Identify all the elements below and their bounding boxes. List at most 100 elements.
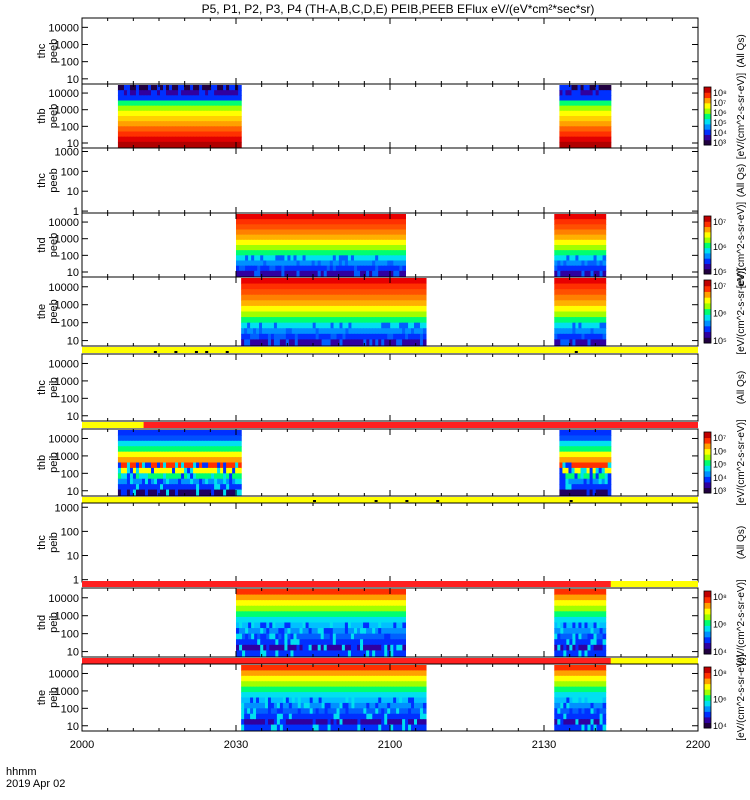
- heatmap-cell: [419, 675, 424, 682]
- heatmap-cell: [592, 478, 597, 485]
- colorbar-swatch: [704, 92, 711, 99]
- heatmap-cell: [257, 594, 261, 601]
- heatmap-cell: [160, 90, 164, 96]
- heatmap-cell: [193, 136, 197, 143]
- heatmap-cell: [226, 462, 230, 469]
- heatmap-cell: [353, 255, 358, 262]
- heatmap-cell: [560, 250, 564, 256]
- heatmap-cell: [393, 294, 397, 301]
- heatmap-cell: [574, 121, 579, 127]
- heatmap-cell: [323, 628, 328, 635]
- heatmap-cell: [351, 289, 355, 296]
- heatmap-cell: [166, 462, 170, 469]
- heatmap-cell: [314, 265, 319, 272]
- heatmap-cell: [141, 457, 146, 464]
- heatmap-cell: [297, 322, 302, 329]
- heatmap-cell: [220, 121, 224, 127]
- heatmap-cell: [196, 110, 200, 117]
- heatmap-cell: [273, 289, 278, 296]
- heatmap-cell: [378, 600, 382, 607]
- heatmap-cell: [399, 214, 403, 220]
- heatmap-cell: [378, 622, 382, 629]
- y-label-probe: thb: [36, 455, 48, 470]
- heatmap-cell: [347, 270, 352, 277]
- heatmap-cell: [308, 600, 313, 607]
- heatmap-cell: [314, 214, 319, 220]
- heatmap-cell: [208, 141, 212, 148]
- heatmap-cell: [287, 229, 292, 236]
- heatmap-cell: [563, 250, 567, 256]
- heatmap-cell: [562, 473, 567, 480]
- heatmap-cell: [263, 214, 267, 220]
- heatmap-cell: [569, 639, 573, 646]
- heatmap-cell: [311, 644, 316, 652]
- heatmap-cell: [302, 594, 307, 601]
- heatmap-cell: [232, 462, 236, 469]
- heatmap-cell: [282, 289, 287, 296]
- heatmap-cell: [360, 260, 364, 267]
- heatmap-cell: [566, 265, 570, 272]
- heatmap-cell: [123, 435, 128, 442]
- heatmap-cell: [384, 283, 388, 290]
- heatmap-cell: [350, 224, 355, 231]
- heatmap-cell: [381, 214, 385, 220]
- heatmap-cell: [120, 121, 125, 127]
- heatmap-cell: [238, 116, 242, 122]
- heatmap-cell: [569, 611, 573, 618]
- heatmap-cell: [320, 224, 325, 231]
- heatmap-cell: [375, 670, 379, 677]
- y-label-species: peeb: [48, 39, 60, 63]
- heatmap-cell: [309, 665, 314, 672]
- heatmap-cell: [181, 473, 185, 480]
- heatmap-cell: [572, 594, 577, 601]
- heatmap-cell: [291, 283, 296, 290]
- heatmap-cell: [592, 141, 597, 148]
- heatmap-cell: [266, 260, 270, 267]
- heatmap-cell: [172, 435, 176, 442]
- heatmap-cell: [297, 300, 302, 307]
- heatmap-cell: [297, 294, 302, 301]
- heatmap-cell: [363, 622, 367, 629]
- heatmap-cell: [239, 616, 243, 624]
- heatmap-cell: [202, 451, 206, 458]
- heatmap-cell: [326, 616, 331, 624]
- heatmap-cell: [190, 136, 194, 143]
- heatmap-cell: [235, 141, 239, 148]
- heatmap-cell: [181, 116, 185, 122]
- heatmap-cell: [399, 611, 403, 618]
- heatmap-cell: [144, 430, 149, 437]
- heatmap-cell: [598, 131, 603, 138]
- heatmap-cell: [309, 322, 314, 329]
- heatmap-cell: [214, 478, 218, 485]
- heatmap-cell: [251, 224, 255, 231]
- heatmap-cell: [190, 430, 194, 437]
- heatmap-cell: [405, 328, 409, 335]
- heatmap-cell: [330, 283, 335, 290]
- heatmap-cell: [266, 270, 270, 277]
- heatmap-cell: [296, 265, 301, 272]
- heatmap-cell: [117, 440, 122, 447]
- heatmap-cell: [266, 639, 270, 646]
- heatmap-cell: [150, 462, 155, 469]
- heatmap-cell: [569, 305, 573, 313]
- colorbar-swatch: [704, 648, 711, 655]
- heatmap-cell: [293, 219, 298, 225]
- heatmap-cell: [163, 457, 167, 464]
- heatmap-cell: [220, 131, 224, 138]
- heatmap-cell: [369, 589, 373, 596]
- heatmap-cell: [607, 90, 612, 96]
- colorbar-swatch: [704, 314, 711, 321]
- heatmap-cell: [330, 305, 335, 313]
- heatmap-cell: [275, 229, 279, 236]
- colorbar-label: [eV/(cm^2-s-sr-eV)]: [736, 73, 747, 160]
- heatmap-cell: [178, 136, 182, 143]
- heatmap-cell: [306, 670, 311, 677]
- heatmap-cell: [239, 605, 243, 612]
- heatmap-cell: [323, 224, 328, 231]
- panel-frame: [81, 353, 699, 422]
- heatmap-cell: [135, 478, 140, 485]
- heatmap-cell: [578, 628, 583, 635]
- heatmap-cell: [254, 589, 258, 596]
- heatmap-cell: [291, 339, 296, 346]
- heatmap-cell: [238, 435, 242, 442]
